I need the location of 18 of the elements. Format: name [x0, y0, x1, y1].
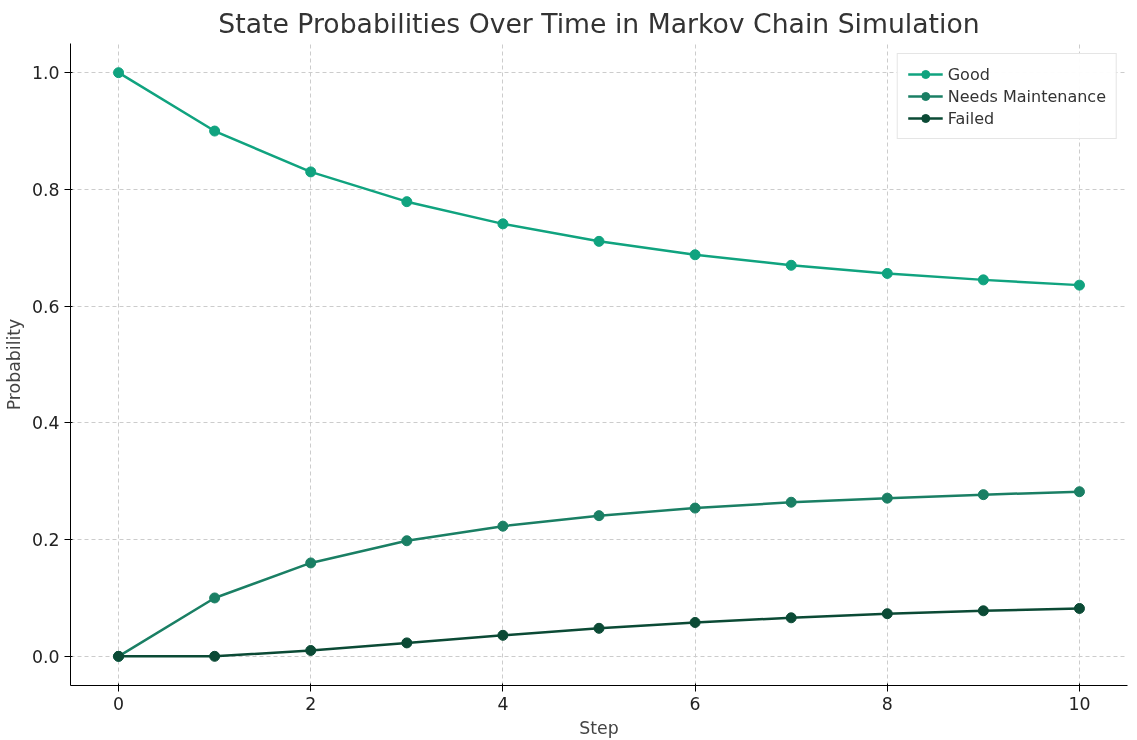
y-tick-label: 0.8 — [31, 179, 60, 200]
y-tick-label: 0.6 — [31, 296, 60, 317]
x-axis-title: Step — [579, 717, 619, 738]
x-tick-label: 10 — [1068, 693, 1091, 714]
y-tick-label: 0.0 — [31, 646, 60, 667]
x-tick-label: 2 — [305, 693, 317, 714]
x-tick-label: 6 — [689, 693, 701, 714]
y-axis-title: Probability — [3, 318, 24, 411]
legend-label: Good — [947, 64, 990, 84]
y-tick-label: 1.0 — [31, 63, 60, 84]
legend-label: Needs Maintenance — [947, 86, 1106, 106]
x-tick-label: 8 — [881, 693, 893, 714]
x-tick-label: 4 — [497, 693, 509, 714]
y-tick-label: 0.4 — [31, 413, 60, 434]
y-tick-label: 0.2 — [31, 530, 60, 551]
x-tick-label: 0 — [113, 693, 125, 714]
legend-label: Failed — [947, 108, 995, 128]
chart-title: State Probabilities Over Time in Markov Chain Simulation — [218, 7, 980, 39]
